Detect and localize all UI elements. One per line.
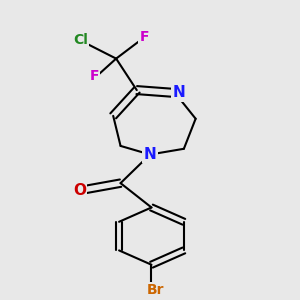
Text: N: N	[144, 147, 156, 162]
Text: F: F	[89, 69, 99, 83]
Text: N: N	[172, 85, 185, 100]
Text: O: O	[73, 183, 86, 198]
Text: Cl: Cl	[74, 33, 88, 47]
Text: Br: Br	[147, 284, 165, 298]
Text: F: F	[140, 30, 149, 44]
